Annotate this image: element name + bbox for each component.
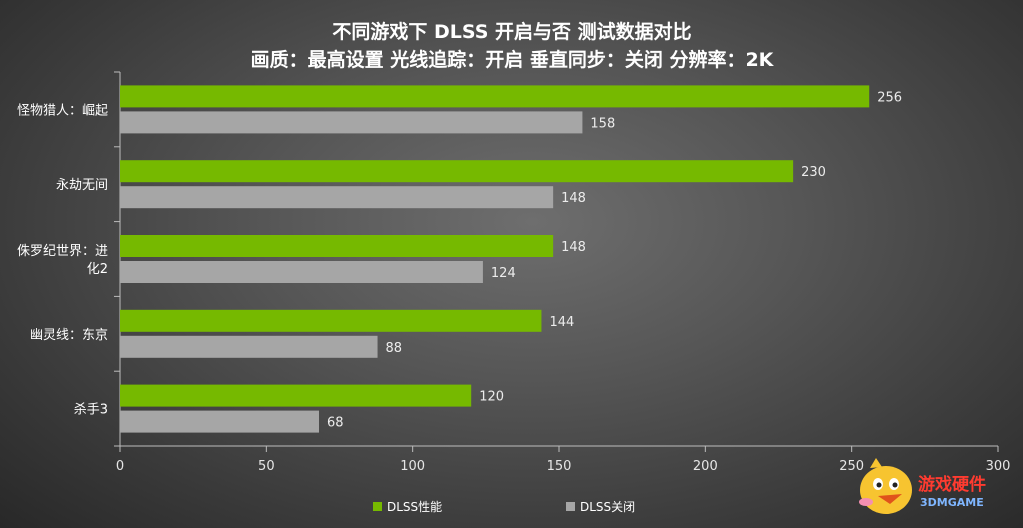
data-label: 120: [479, 390, 504, 405]
data-label: 68: [327, 416, 344, 431]
data-label: 124: [491, 266, 516, 281]
data-label: 88: [386, 341, 403, 356]
legend-label: DLSS性能: [387, 500, 442, 514]
bar: [120, 160, 794, 183]
x-tick-label: 200: [693, 459, 718, 474]
bar: [120, 384, 472, 407]
legend-label: DLSS关闭: [580, 500, 635, 514]
watermark: 游戏硬件 3DMGAME: [859, 458, 986, 514]
x-tick-label: 150: [547, 459, 572, 474]
data-label: 158: [590, 116, 615, 131]
bar: [120, 335, 378, 358]
data-label: 230: [801, 165, 826, 180]
data-label: 144: [549, 315, 574, 330]
category-label-line: 怪物猎人：崛起: [17, 103, 108, 118]
bar: [120, 309, 542, 332]
x-tick-label: 250: [839, 459, 864, 474]
data-label: 148: [561, 191, 586, 206]
category-label: 侏罗纪世界：进化2: [17, 244, 108, 277]
bar: [120, 410, 320, 433]
data-label: 256: [877, 90, 902, 105]
category-label-line: 化2: [87, 262, 108, 277]
x-tick-label: 300: [986, 459, 1011, 474]
legend-swatch: [373, 502, 382, 511]
category-label-line: 永劫无间: [56, 178, 108, 193]
category-label: 幽灵线：东京: [30, 328, 108, 343]
data-label: 148: [561, 240, 586, 255]
plot-area: 0 50 100 150 200 250 300 256 158 怪物猎人：崛起 230 148 永劫无…: [17, 71, 1011, 474]
category-label: 杀手3: [74, 403, 108, 418]
bar: [120, 261, 483, 283]
x-tick-label: 100: [400, 459, 425, 474]
chart-title: 不同游戏下 DLSS 开启与否 测试数据对比: [332, 20, 691, 43]
category-label-line: 幽灵线：东京: [30, 328, 108, 343]
bar: [120, 235, 554, 257]
bar: [120, 111, 583, 134]
chick-mascot-icon: [859, 458, 912, 514]
watermark-line1: 游戏硬件: [918, 474, 986, 495]
legend-swatch: [566, 502, 575, 511]
legend: DLSS性能 DLSS关闭: [373, 500, 635, 514]
bar: [120, 186, 554, 209]
category-label-line: 侏罗纪世界：进: [17, 244, 108, 259]
x-tick-label: 50: [258, 459, 275, 474]
x-tick-label: 0: [116, 459, 124, 474]
category-label: 永劫无间: [56, 178, 108, 193]
category-label: 怪物猎人：崛起: [17, 103, 108, 118]
category-label-line: 杀手3: [74, 403, 108, 418]
chart-subtitle: 画质：最高设置 光线追踪：开启 垂直同步：关闭 分辨率：2K: [251, 48, 775, 71]
watermark-line2: 3DMGAME: [920, 496, 984, 509]
bar: [120, 85, 870, 108]
